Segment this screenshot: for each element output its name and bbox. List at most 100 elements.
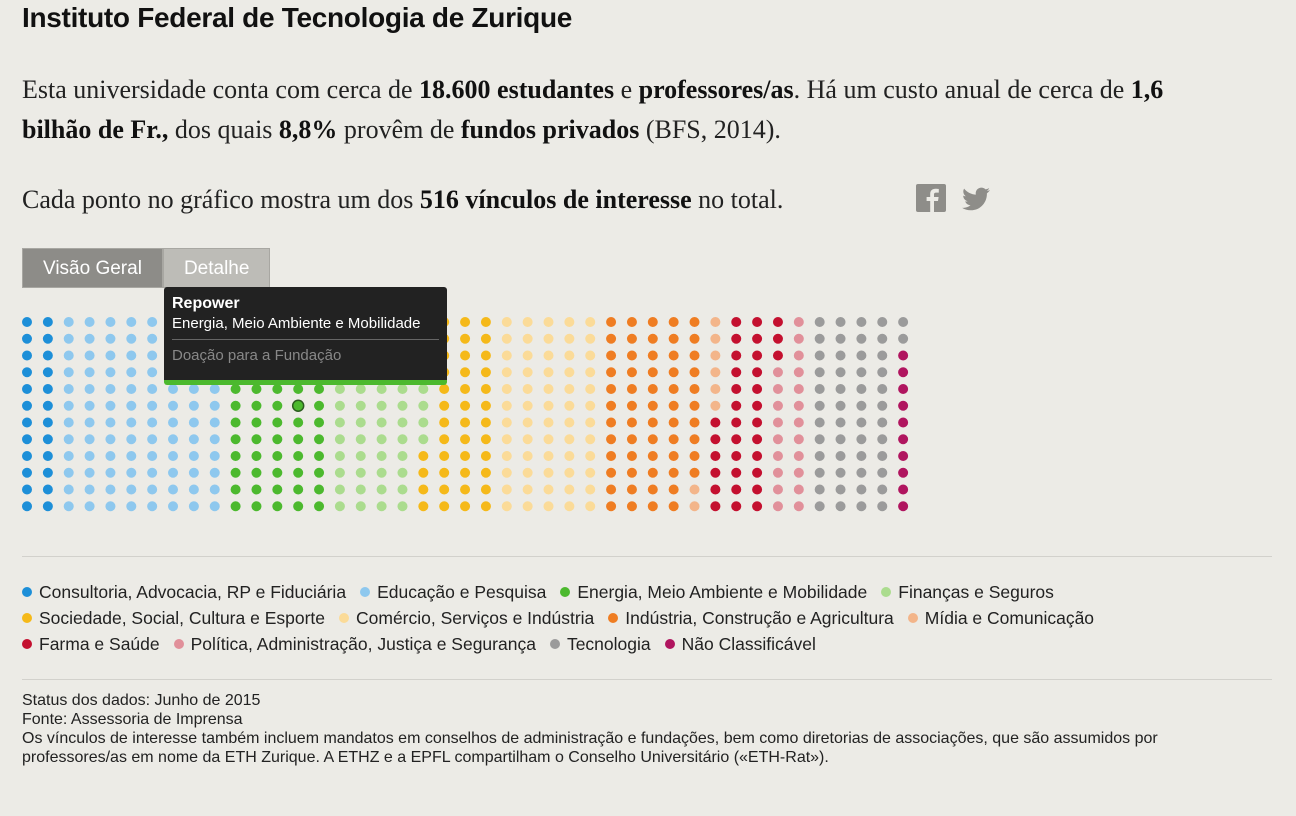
dot[interactable]	[188, 484, 199, 495]
dot[interactable]	[877, 350, 888, 361]
dot[interactable]	[22, 434, 32, 445]
dot[interactable]	[480, 417, 491, 428]
dot[interactable]	[606, 350, 617, 361]
dot[interactable]	[606, 384, 617, 394]
dot[interactable]	[543, 400, 554, 411]
dot[interactable]	[105, 451, 116, 461]
dot[interactable]	[42, 350, 53, 361]
dot[interactable]	[480, 350, 491, 361]
dot[interactable]	[710, 434, 721, 445]
dot[interactable]	[418, 501, 429, 512]
dot[interactable]	[334, 384, 345, 394]
dot[interactable]	[355, 417, 366, 428]
dot[interactable]	[793, 417, 804, 428]
dot[interactable]	[439, 501, 450, 512]
dot[interactable]	[585, 467, 596, 478]
dot[interactable]	[105, 467, 116, 478]
dot[interactable]	[105, 417, 116, 428]
dot[interactable]	[689, 350, 700, 361]
dot[interactable]	[460, 467, 471, 478]
dot[interactable]	[126, 367, 137, 378]
dot[interactable]	[168, 501, 179, 512]
dot[interactable]	[710, 484, 721, 495]
dot[interactable]	[22, 317, 32, 327]
dot[interactable]	[814, 434, 825, 445]
dot[interactable]	[752, 484, 763, 495]
dot[interactable]	[501, 400, 512, 411]
dot[interactable]	[877, 467, 888, 478]
dot[interactable]	[272, 467, 283, 478]
dot[interactable]	[877, 417, 888, 428]
dot[interactable]	[209, 501, 220, 512]
dot[interactable]	[668, 317, 679, 327]
dot[interactable]	[230, 467, 241, 478]
dot[interactable]	[668, 417, 679, 428]
dot[interactable]	[251, 451, 262, 461]
dot[interactable]	[606, 367, 617, 378]
dot[interactable]	[376, 400, 387, 411]
dot[interactable]	[63, 434, 74, 445]
dot[interactable]	[626, 384, 637, 394]
dot[interactable]	[710, 467, 721, 478]
dot[interactable]	[898, 367, 909, 378]
dot[interactable]	[856, 434, 867, 445]
dot[interactable]	[355, 467, 366, 478]
dot[interactable]	[147, 484, 158, 495]
dot[interactable]	[606, 451, 617, 461]
dot[interactable]	[856, 400, 867, 411]
dot[interactable]	[731, 501, 742, 512]
dot[interactable]	[731, 400, 742, 411]
dot[interactable]	[418, 384, 429, 394]
dot[interactable]	[898, 434, 909, 445]
dot[interactable]	[626, 333, 637, 344]
dot[interactable]	[42, 384, 53, 394]
dot[interactable]	[731, 317, 742, 327]
dot[interactable]	[647, 400, 658, 411]
dot[interactable]	[63, 367, 74, 378]
dot[interactable]	[501, 333, 512, 344]
dot[interactable]	[105, 484, 116, 495]
dot[interactable]	[22, 350, 32, 361]
dot[interactable]	[126, 350, 137, 361]
dot[interactable]	[772, 317, 783, 327]
dot[interactable]	[814, 384, 825, 394]
dot[interactable]	[856, 333, 867, 344]
dot[interactable]	[63, 467, 74, 478]
dot[interactable]	[272, 484, 283, 495]
dot[interactable]	[647, 367, 658, 378]
dot[interactable]	[793, 333, 804, 344]
dot[interactable]	[752, 384, 763, 394]
dot[interactable]	[376, 484, 387, 495]
dot[interactable]	[42, 434, 53, 445]
dot[interactable]	[168, 434, 179, 445]
dot[interactable]	[877, 484, 888, 495]
dot[interactable]	[397, 384, 408, 394]
dot[interactable]	[564, 350, 575, 361]
dot[interactable]	[543, 484, 554, 495]
dot[interactable]	[188, 467, 199, 478]
dot[interactable]	[856, 367, 867, 378]
dot[interactable]	[898, 400, 909, 411]
dot[interactable]	[752, 350, 763, 361]
dot[interactable]	[731, 350, 742, 361]
dot[interactable]	[501, 484, 512, 495]
dot[interactable]	[230, 417, 241, 428]
dot[interactable]	[626, 434, 637, 445]
dot[interactable]	[585, 451, 596, 461]
dot[interactable]	[251, 434, 262, 445]
dot[interactable]	[564, 367, 575, 378]
dot[interactable]	[731, 484, 742, 495]
dot[interactable]	[63, 501, 74, 512]
dot[interactable]	[856, 417, 867, 428]
dot[interactable]	[397, 434, 408, 445]
dot[interactable]	[84, 367, 95, 378]
dot[interactable]	[84, 417, 95, 428]
dot[interactable]	[188, 417, 199, 428]
dot[interactable]	[84, 434, 95, 445]
dot[interactable]	[355, 484, 366, 495]
dot[interactable]	[689, 400, 700, 411]
dot[interactable]	[814, 501, 825, 512]
dot[interactable]	[334, 451, 345, 461]
dot[interactable]	[418, 417, 429, 428]
dot[interactable]	[42, 501, 53, 512]
